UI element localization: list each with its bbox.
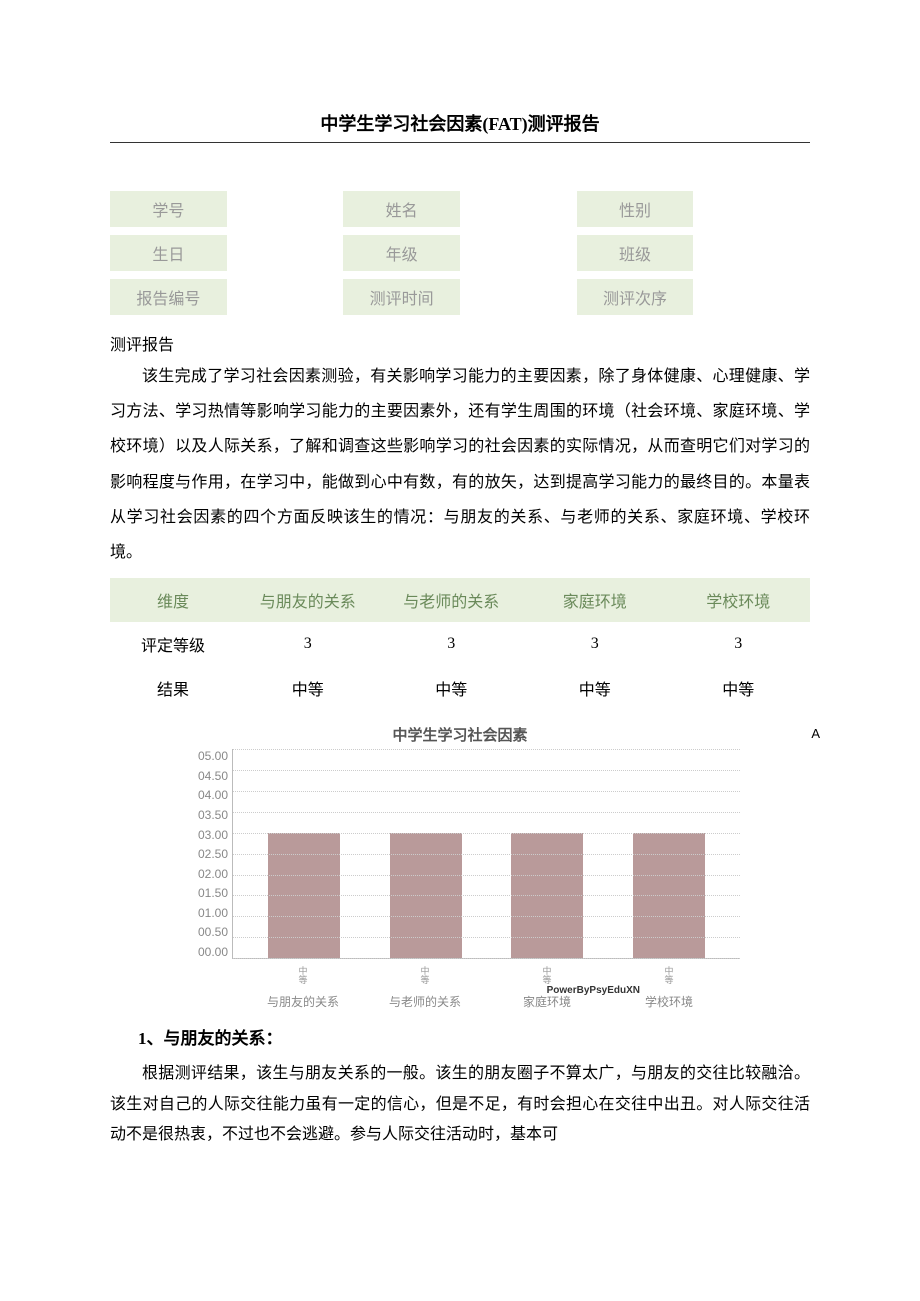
report-label: 测评报告	[110, 331, 810, 355]
gridline	[233, 833, 740, 834]
ytick-label: 02.00	[198, 867, 228, 881]
ytick-label: 03.50	[198, 808, 228, 822]
ytick-label: 02.50	[198, 847, 228, 861]
section-1-text: 根据测评结果，该生与朋友关系的一般。该生的朋友圈子不算太广，与朋友的交往比较融洽…	[110, 1059, 810, 1150]
value-grade	[460, 235, 577, 271]
chart-plot: 05.00 04.50 04.00 03.50 03.00 02.50 02.00 01.50…	[180, 749, 740, 959]
value-eval-seq	[693, 279, 810, 315]
dim-head-3: 家庭环境	[523, 578, 667, 622]
gridline	[233, 854, 740, 855]
dim-r2-0: 结果	[110, 666, 236, 710]
value-name	[460, 191, 577, 227]
gridline	[233, 812, 740, 813]
value-class	[693, 235, 810, 271]
dims-rating-row: 评定等级 3 3 3 3	[110, 622, 810, 666]
ytick-label: 04.50	[198, 769, 228, 783]
bar-value-label: 中等	[541, 963, 554, 987]
label-gender: 性别	[577, 191, 694, 227]
label-grade: 年级	[343, 235, 460, 271]
chart-grid	[232, 749, 740, 959]
gridline	[233, 916, 740, 917]
dim-head-0: 维度	[110, 578, 236, 622]
bar-value-label: 中等	[663, 963, 676, 987]
label-eval-time: 测评时间	[343, 279, 460, 315]
chart-yaxis: 05.00 04.50 04.00 03.50 03.00 02.50 02.00 01.50…	[180, 749, 232, 959]
ytick-label: 00.50	[198, 925, 228, 939]
gridline	[233, 958, 740, 959]
dimensions-table: 维度 与朋友的关系 与老师的关系 家庭环境 学校环境 评定等级 3 3 3 3 …	[110, 578, 810, 710]
chart-xaxis-ticks: 中等 中等 中等 中等	[232, 959, 740, 991]
chart-watermark: PowerByPsyEduXN	[547, 985, 640, 996]
category-label: 与朋友的关系	[267, 993, 339, 1010]
dim-head-4: 学校环境	[667, 578, 811, 622]
dim-head-2: 与老师的关系	[380, 578, 524, 622]
dim-r1-0: 评定等级	[110, 622, 236, 666]
category-label: 与老师的关系	[389, 993, 461, 1010]
gridline	[233, 791, 740, 792]
chart-category-row: 与朋友的关系与老师的关系家庭环境学校环境	[232, 993, 740, 1010]
label-class: 班级	[577, 235, 694, 271]
gridline	[233, 895, 740, 896]
ytick-label: 00.00	[198, 945, 228, 959]
gridline	[233, 749, 740, 750]
section-1-heading: 1、与朋友的关系：	[138, 1024, 810, 1049]
chart-title: 中学生学习社会因素	[180, 724, 740, 745]
value-report-no	[227, 279, 344, 315]
value-gender	[693, 191, 810, 227]
info-row-3: 报告编号 测评时间 测评次序	[110, 279, 810, 315]
value-student-id	[227, 191, 344, 227]
bar-value-label: 中等	[297, 963, 310, 987]
category-label: 学校环境	[633, 993, 705, 1010]
gridline	[233, 770, 740, 771]
dim-r1-2: 3	[380, 622, 524, 666]
label-eval-seq: 测评次序	[577, 279, 694, 315]
ytick-label: 04.00	[198, 788, 228, 802]
dim-r1-1: 3	[236, 622, 380, 666]
report-body: 该生完成了学习社会因素测验，有关影响学习能力的主要因素，除了身体健康、心理健康、…	[110, 359, 810, 570]
page-title: 中学生学习社会因素(FAT)测评报告	[110, 110, 810, 143]
dim-r2-1: 中等	[236, 666, 380, 710]
dim-r2-4: 中等	[667, 666, 811, 710]
label-birthday: 生日	[110, 235, 227, 271]
label-student-id: 学号	[110, 191, 227, 227]
bar-value-label: 中等	[419, 963, 432, 987]
gridline	[233, 937, 740, 938]
gridline	[233, 875, 740, 876]
dim-head-1: 与朋友的关系	[236, 578, 380, 622]
dim-r2-2: 中等	[380, 666, 524, 710]
dims-result-row: 结果 中等 中等 中等 中等	[110, 666, 810, 710]
ytick-label: 03.00	[198, 828, 228, 842]
info-table: 学号 姓名 性别 生日 年级 班级 报告编号 测评时间 测评次序	[110, 183, 810, 323]
ytick-label: 05.00	[198, 749, 228, 763]
chart-corner-label: A	[811, 726, 820, 741]
info-row-2: 生日 年级 班级	[110, 235, 810, 271]
ytick-label: 01.00	[198, 906, 228, 920]
ytick-label: 01.50	[198, 886, 228, 900]
info-row-1: 学号 姓名 性别	[110, 191, 810, 227]
dim-r2-3: 中等	[523, 666, 667, 710]
value-eval-time	[460, 279, 577, 315]
value-birthday	[227, 235, 344, 271]
label-report-no: 报告编号	[110, 279, 227, 315]
bar-chart: 中学生学习社会因素 A 05.0004.5004.0003.5003.0002.…	[180, 724, 740, 1010]
label-name: 姓名	[343, 191, 460, 227]
dim-r1-4: 3	[667, 622, 811, 666]
dims-header-row: 维度 与朋友的关系 与老师的关系 家庭环境 学校环境	[110, 578, 810, 622]
dim-r1-3: 3	[523, 622, 667, 666]
